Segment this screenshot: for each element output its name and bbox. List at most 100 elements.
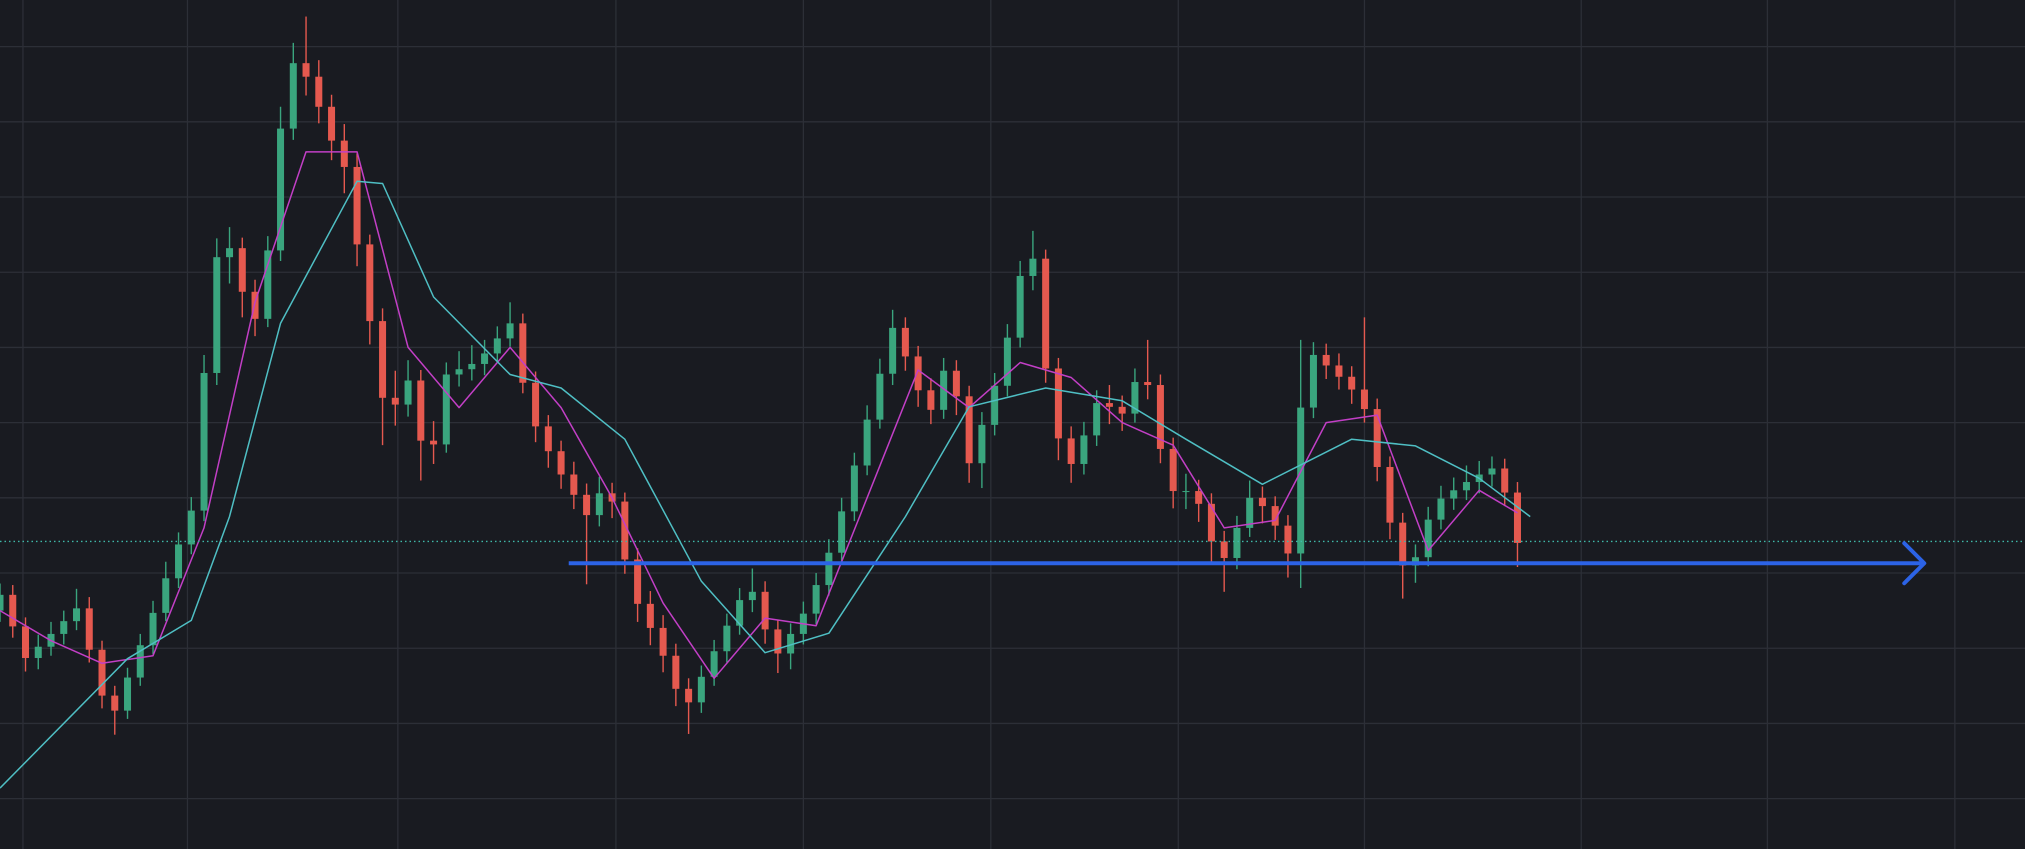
candle-body	[1501, 468, 1509, 493]
candle-body	[1386, 466, 1394, 523]
candle-body	[1195, 491, 1203, 504]
candle-body	[850, 465, 858, 512]
candle-body	[787, 633, 795, 654]
candle-body	[0, 594, 4, 611]
candle-body	[838, 511, 846, 553]
candle-body	[238, 248, 246, 292]
candle-body	[634, 559, 642, 604]
candle-body	[1144, 382, 1152, 386]
candle-body	[506, 323, 514, 339]
candle-body	[340, 140, 348, 167]
candle-body	[162, 578, 170, 613]
candle-body	[1284, 525, 1292, 554]
candle-body	[226, 248, 234, 258]
candle-body	[621, 501, 629, 560]
candle-body	[927, 390, 935, 410]
candle-body	[710, 651, 718, 677]
candle-body	[1118, 406, 1126, 414]
arrow-head	[1902, 541, 1927, 586]
candle-body	[1373, 409, 1381, 467]
candle-body	[825, 552, 833, 586]
candle-body	[1297, 407, 1305, 554]
candle-body	[646, 603, 654, 628]
candle-body	[1220, 541, 1228, 558]
candle-body	[213, 257, 221, 373]
candle-body	[1029, 258, 1037, 276]
candle-body	[404, 380, 412, 405]
candle-body	[328, 106, 336, 141]
candle-body	[1399, 522, 1407, 566]
candle-body	[952, 370, 960, 397]
candle-body	[1424, 519, 1432, 558]
candle-body	[914, 356, 922, 391]
candle-body	[736, 600, 744, 626]
candle-body	[200, 372, 208, 511]
candle-body	[21, 626, 30, 658]
candle-body	[315, 76, 323, 107]
candle-body	[1131, 382, 1139, 414]
candle-body	[1093, 403, 1101, 436]
candle-body	[761, 591, 769, 630]
candle-body	[876, 373, 884, 420]
candle-body	[1016, 275, 1024, 338]
candle-body	[1513, 492, 1521, 543]
candle-body	[111, 695, 119, 711]
candle-body	[379, 321, 387, 398]
candle-body	[659, 627, 667, 656]
candle-body	[1105, 403, 1113, 407]
candle-body	[723, 625, 731, 652]
candle-body	[417, 380, 425, 441]
candle-body	[1462, 482, 1470, 491]
candle-body	[430, 440, 438, 445]
candle-body	[1054, 368, 1062, 439]
candle-body	[1246, 497, 1254, 528]
candle-body	[544, 426, 552, 452]
candle-body	[85, 608, 93, 650]
candle-body	[149, 612, 157, 646]
candle-body	[468, 363, 476, 370]
candle-body	[73, 608, 81, 622]
candle-body	[595, 493, 603, 516]
candle-body	[1042, 258, 1050, 369]
candle-body	[60, 621, 68, 634]
candle-body	[124, 677, 132, 711]
candle-body	[901, 327, 909, 357]
candle-body	[1322, 354, 1330, 366]
candle-body	[493, 338, 501, 354]
candle-body	[1233, 527, 1241, 558]
candle-body	[187, 510, 195, 545]
candle-body	[98, 649, 106, 696]
candle-body	[366, 244, 374, 322]
candle-body	[1003, 337, 1011, 386]
candle-body	[353, 166, 361, 245]
candle-body	[774, 629, 782, 654]
candle-body	[1156, 385, 1164, 449]
candle-body	[1271, 506, 1279, 526]
candle-body	[965, 396, 973, 464]
candle-body	[697, 676, 705, 703]
candle-body	[1360, 389, 1368, 410]
candle-body	[1080, 435, 1088, 464]
candle-body	[1207, 503, 1215, 542]
candle-body	[1258, 497, 1266, 507]
candle-body	[1067, 438, 1075, 464]
candle-body	[1450, 490, 1458, 499]
candle-body	[889, 327, 897, 374]
candle-body	[481, 353, 489, 364]
candle-body	[685, 688, 693, 703]
candle-body	[940, 370, 948, 410]
candle-body	[748, 591, 756, 601]
candle-body	[519, 323, 527, 383]
candle-body	[570, 474, 578, 495]
candle-body	[302, 63, 310, 77]
candle-body	[1348, 376, 1356, 390]
candle-body	[9, 594, 17, 627]
candle-body	[277, 128, 285, 251]
candle-body	[442, 374, 450, 445]
candle-body	[1335, 365, 1343, 377]
candle-body	[978, 424, 986, 464]
candle-body	[672, 655, 680, 689]
moving-average-line	[0, 180, 1531, 789]
